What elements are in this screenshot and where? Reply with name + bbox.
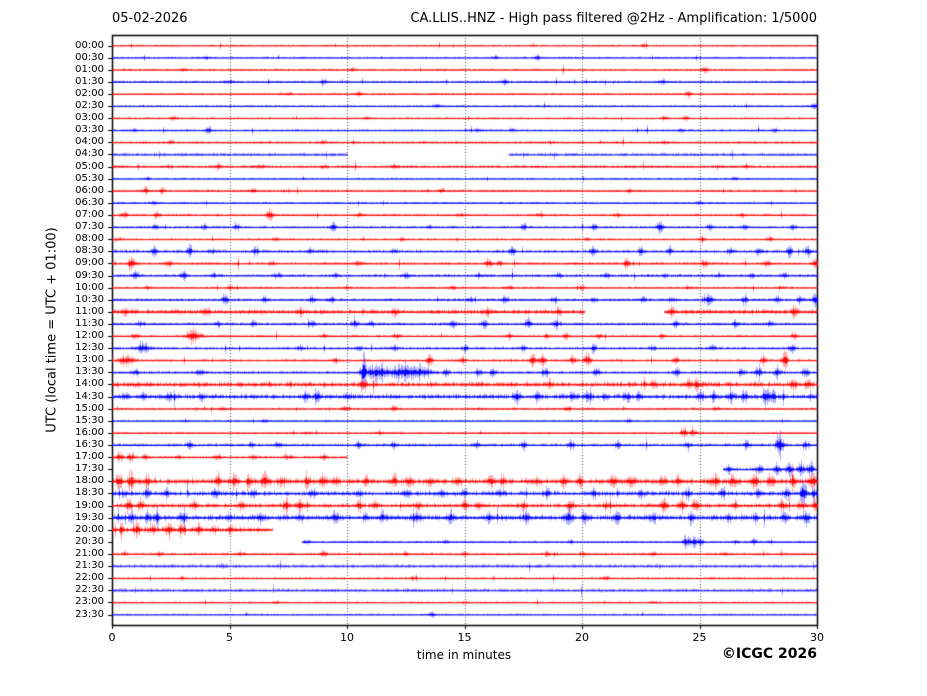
y-tick-label: 00:00 (75, 39, 104, 51)
y-tick-label: 09:30 (75, 269, 104, 281)
y-tick-label: 22:00 (75, 572, 104, 584)
y-tick-label: 08:30 (75, 245, 104, 257)
y-tick-label: 15:30 (75, 414, 104, 426)
plot-station-title: CA.LLIS..HNZ - High pass filtered @2Hz -… (410, 11, 817, 26)
y-tick-label: 09:00 (75, 257, 104, 269)
y-tick-label: 12:30 (75, 342, 104, 354)
y-tick-label: 16:00 (75, 426, 104, 438)
y-tick-label: 02:30 (75, 100, 104, 112)
y-tick-label: 23:30 (75, 608, 104, 620)
x-tick-label: 20 (575, 631, 589, 644)
y-tick-label: 04:00 (75, 136, 104, 148)
y-tick-label: 14:00 (75, 378, 104, 390)
y-tick-label: 17:00 (75, 451, 104, 463)
y-tick-label: 23:00 (75, 596, 104, 608)
y-tick-label: 00:30 (75, 51, 104, 63)
y-tick-label: 07:00 (75, 208, 104, 220)
y-tick-label: 22:30 (75, 584, 104, 596)
y-tick-label: 12:00 (75, 330, 104, 342)
y-tick-label: 02:00 (75, 87, 104, 99)
y-tick-label: 13:30 (75, 366, 104, 378)
y-tick-label: 15:00 (75, 402, 104, 414)
y-tick-label: 03:30 (75, 124, 104, 136)
y-tick-label: 13:00 (75, 354, 104, 366)
y-tick-label: 11:00 (75, 305, 104, 317)
y-tick-label: 10:30 (75, 293, 104, 305)
x-axis-label: time in minutes (416, 648, 512, 662)
y-tick-label: 11:30 (75, 317, 104, 329)
y-tick-label: 19:00 (75, 499, 104, 511)
x-tick-label: 25 (692, 631, 707, 644)
y-tick-label: 18:00 (75, 475, 104, 487)
y-tick-label: 20:30 (75, 535, 104, 547)
y-tick-label: 01:00 (75, 63, 104, 75)
x-tick-label: 30 (810, 631, 824, 644)
y-tick-label: 21:00 (75, 547, 104, 559)
y-tick-label: 05:00 (75, 160, 104, 172)
y-tick-label: 17:30 (75, 463, 104, 475)
copyright-label: ©ICGC 2026 (721, 646, 817, 662)
x-tick-label: 0 (108, 631, 116, 644)
plot-date-title: 05-02-2026 (112, 11, 188, 26)
y-tick-label: 08:00 (75, 233, 104, 245)
y-tick-label: 07:30 (75, 221, 104, 233)
y-tick-label: 21:30 (75, 560, 104, 572)
y-tick-label: 01:30 (75, 75, 104, 87)
y-tick-label: 18:30 (75, 487, 104, 499)
y-tick-label: 06:00 (75, 184, 104, 196)
y-tick-label: 19:30 (75, 511, 104, 523)
y-tick-label: 10:00 (75, 281, 104, 293)
y-tick-label: 14:30 (75, 390, 104, 402)
y-tick-label: 05:30 (75, 172, 104, 184)
y-tick-label: 06:30 (75, 196, 104, 208)
x-tick-label: 5 (226, 631, 233, 644)
x-tick-label: 15 (457, 631, 472, 644)
y-tick-label: 16:30 (75, 439, 104, 450)
x-tick-label: 10 (340, 631, 354, 644)
y-tick-label: 03:00 (75, 112, 104, 124)
y-tick-label: 04:30 (75, 148, 104, 160)
y-tick-label: 20:00 (75, 523, 104, 535)
